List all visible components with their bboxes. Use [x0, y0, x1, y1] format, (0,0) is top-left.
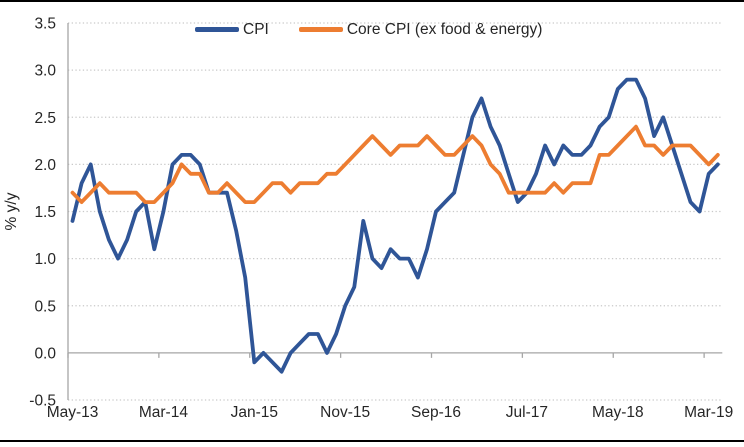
core-cpi-line-swatch	[298, 27, 343, 32]
y-tick-label: 3.5	[34, 16, 56, 33]
cpi-line	[70, 77, 720, 374]
cpi-legend-label: CPI	[243, 21, 269, 38]
y-tick-label: 2.5	[34, 110, 56, 127]
legend-item-core-cpi: Core CPI (ex food & energy)	[298, 21, 543, 38]
x-tick-label: Mar-19	[684, 404, 733, 421]
x-tick-label: Nov-15	[320, 404, 370, 421]
y-tick-label: -0.5	[29, 393, 56, 410]
cpi-line-swatch	[195, 27, 239, 32]
legend-item-cpi: CPI	[195, 21, 269, 38]
x-tick-label: Mar-14	[139, 404, 188, 421]
y-tick-label: 1.5	[34, 204, 56, 221]
x-tick-label: May-18	[592, 404, 644, 421]
y-tick-label: 1.0	[34, 251, 56, 268]
core-cpi-legend-label: Core CPI (ex food & energy)	[346, 21, 543, 38]
x-tick-label: Jan-15	[231, 404, 278, 421]
y-tick-label: 2.0	[34, 157, 56, 174]
top-rule	[0, 0, 744, 2]
y-tick-label: 3.0	[34, 63, 56, 80]
x-tick-label: May-13	[47, 404, 99, 421]
y-axis-title: % y/y	[3, 192, 20, 230]
x-tick-label: Sep-16	[411, 404, 461, 421]
bottom-rule	[0, 440, 744, 442]
core-cpi-ex-food-energy-line	[70, 124, 720, 205]
y-tick-label: 0.5	[34, 298, 56, 315]
chart-legend: CPI Core CPI (ex food & energy)	[195, 21, 542, 38]
y-tick-label: 0.0	[34, 345, 56, 362]
x-tick-label: Jul-17	[506, 404, 548, 421]
